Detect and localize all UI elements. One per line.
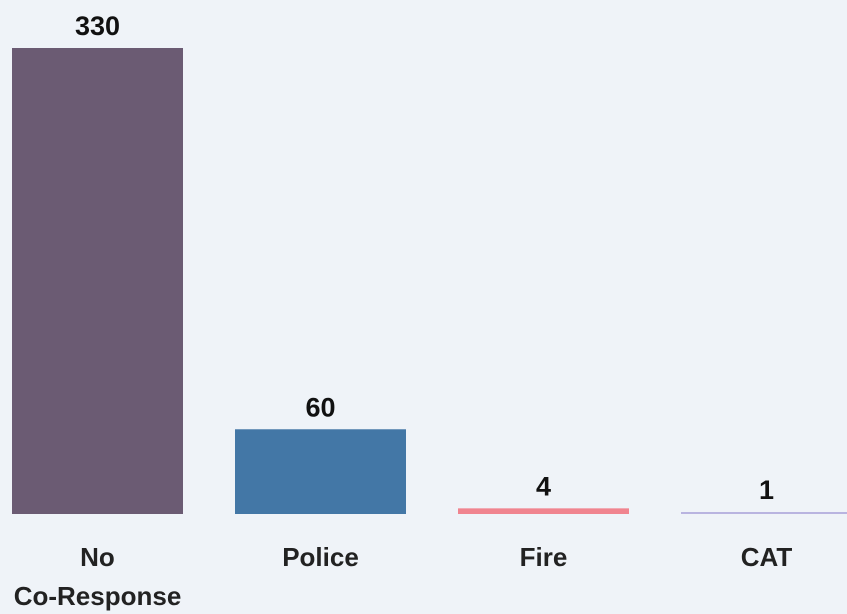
bar-3 [681,512,847,514]
x-tick-label-0-line-0: No [80,542,115,572]
x-tick-label-1: Police [282,542,359,572]
x-tick-label-2: Fire [520,542,568,572]
bar-1 [235,429,406,514]
data-label-1: 60 [305,392,335,422]
value-labels-group: 330 60 4 1 [75,11,774,505]
data-label-2: 4 [536,471,551,501]
bars-group [12,48,847,514]
bar-0 [12,48,183,514]
bar-2 [458,508,629,514]
x-tick-label-3: CAT [741,542,793,572]
data-label-0: 330 [75,11,120,41]
x-tick-label-0-line-1: Co-Response [14,581,182,611]
data-label-3: 1 [759,475,774,505]
category-labels-group: No Co-Response Police Fire CAT [14,542,793,611]
